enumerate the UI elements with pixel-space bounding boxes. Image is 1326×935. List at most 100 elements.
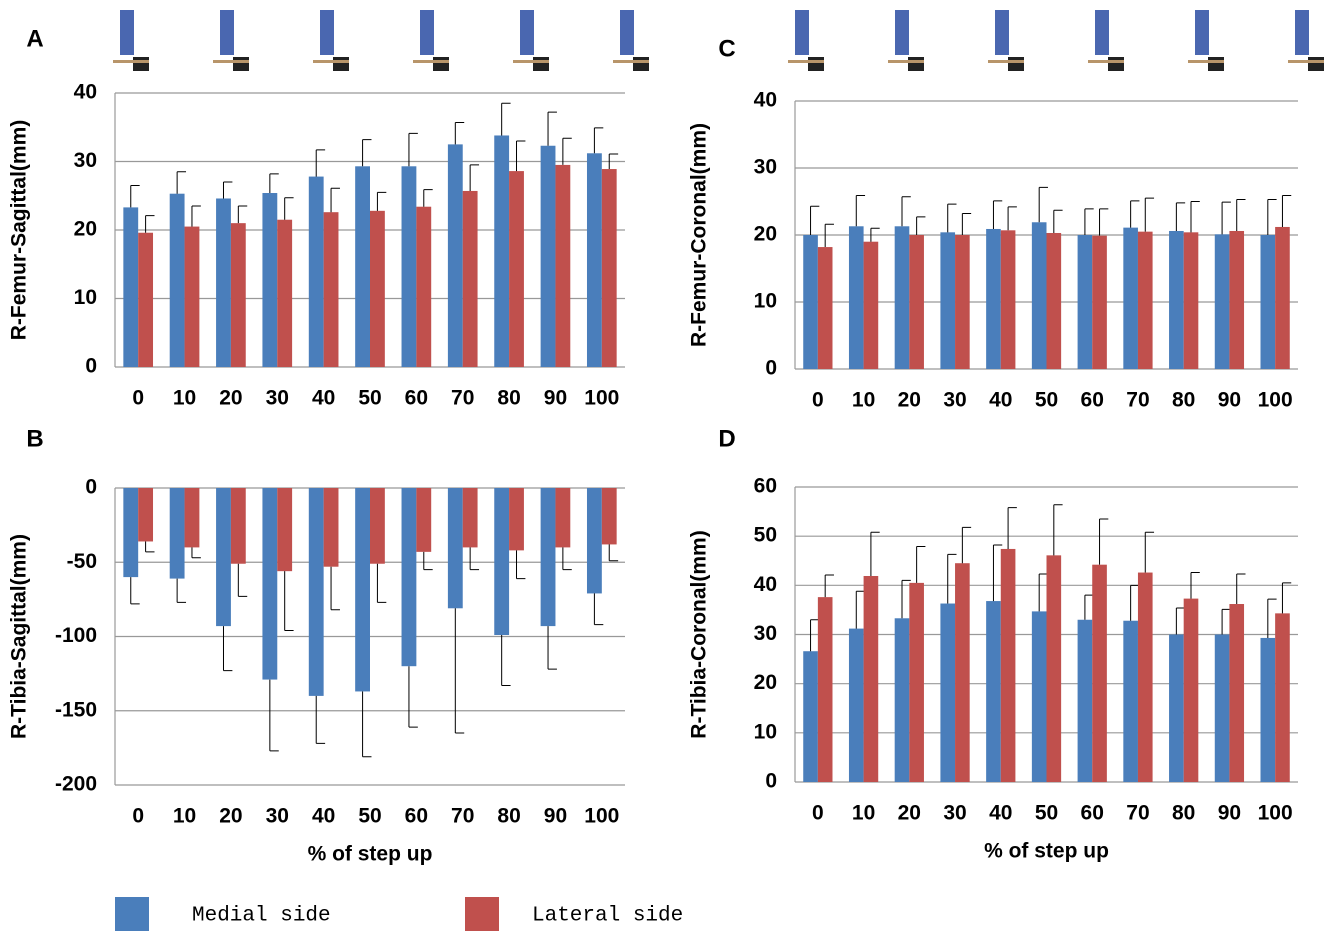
figure-board <box>213 60 249 63</box>
x-tick-label: 60 <box>1081 802 1104 825</box>
error-bar <box>1237 199 1246 230</box>
error-bar <box>1085 209 1094 235</box>
bar <box>1261 638 1276 782</box>
figure-step <box>1008 57 1024 71</box>
x-tick-label: 30 <box>266 387 289 410</box>
error-bar <box>192 206 201 227</box>
bar <box>370 211 385 367</box>
figure-board <box>313 60 349 63</box>
x-tick-label: 40 <box>312 805 335 828</box>
figure-step <box>1108 57 1124 71</box>
bar <box>602 169 617 367</box>
figure-step <box>333 57 349 71</box>
y-tick-label: -100 <box>55 624 97 647</box>
y-tick-label: 40 <box>754 89 777 112</box>
bar <box>216 198 231 367</box>
bar <box>309 177 324 367</box>
x-tick-label: 10 <box>852 802 875 825</box>
error-bar <box>455 608 464 733</box>
error-bar <box>502 103 511 135</box>
error-bar <box>811 206 820 235</box>
error-bar <box>470 547 479 569</box>
figure-leg <box>320 10 334 55</box>
bar <box>986 229 1001 369</box>
error-bar <box>594 128 603 153</box>
bar <box>231 223 246 367</box>
figure-step <box>233 57 249 71</box>
bar <box>123 488 138 577</box>
x-tick-label: 0 <box>132 387 144 410</box>
error-bar <box>962 527 971 563</box>
panel-label: B <box>26 425 43 452</box>
bar <box>1229 231 1244 369</box>
bar <box>262 488 277 680</box>
error-bar <box>1008 508 1017 549</box>
bar <box>216 488 231 626</box>
error-bar <box>1282 195 1291 226</box>
y-tick-label: 40 <box>74 81 97 104</box>
bar <box>402 488 417 666</box>
y-tick-label: 10 <box>74 286 97 309</box>
figure-step <box>633 57 649 71</box>
bar <box>1138 232 1153 369</box>
bar <box>1184 599 1199 782</box>
figure-board <box>788 60 824 63</box>
bar <box>1215 234 1230 369</box>
bar <box>1275 613 1290 782</box>
x-tick-label: 80 <box>497 387 520 410</box>
error-bar <box>517 550 526 578</box>
bar <box>448 144 463 367</box>
figure-leg <box>120 10 134 55</box>
bar <box>955 235 970 369</box>
y-tick-label: 60 <box>754 475 777 498</box>
y-tick-label: 0 <box>85 476 97 499</box>
bar <box>909 583 924 782</box>
error-bar <box>455 122 464 144</box>
bar <box>555 165 570 367</box>
error-bar <box>1008 207 1017 230</box>
error-bar <box>1100 519 1109 565</box>
figure-leg <box>995 10 1009 55</box>
bar <box>355 488 370 691</box>
figure-board <box>988 60 1024 63</box>
bar <box>1078 235 1093 369</box>
error-bar <box>331 188 340 212</box>
figure-step <box>533 57 549 71</box>
error-bar <box>238 206 247 223</box>
error-bar <box>409 666 418 727</box>
bar <box>416 207 431 367</box>
bar <box>849 226 864 369</box>
error-bar <box>131 577 140 604</box>
bar <box>864 576 879 782</box>
y-tick-label: -50 <box>67 550 97 573</box>
figure: Medial side Lateral side AR-Femur-Sagitt… <box>0 0 1326 935</box>
x-tick-label: 100 <box>584 387 619 410</box>
error-bar <box>316 150 325 177</box>
bar <box>370 488 385 564</box>
bar <box>277 220 292 367</box>
figure-step <box>1308 57 1324 71</box>
error-bar <box>962 214 971 235</box>
error-bar <box>1131 201 1140 228</box>
bar <box>494 488 509 635</box>
x-tick-label: 50 <box>1035 389 1058 412</box>
figure-leg <box>895 10 909 55</box>
x-tick-label: 10 <box>173 387 196 410</box>
bar <box>185 227 200 367</box>
y-tick-label: 20 <box>754 671 777 694</box>
y-tick-label: 20 <box>74 218 97 241</box>
x-tick-label: 100 <box>1258 389 1293 412</box>
x-tick-label: 70 <box>451 387 474 410</box>
y-tick-label: -200 <box>55 773 97 796</box>
bar <box>909 235 924 369</box>
y-axis-title: R-Femur-Coronal(mm) <box>688 123 711 347</box>
x-tick-label: 80 <box>1172 802 1195 825</box>
bar <box>463 191 478 367</box>
figure-leg <box>620 10 634 55</box>
x-tick-label: 40 <box>312 387 335 410</box>
error-bar <box>223 182 232 198</box>
error-bar <box>1054 505 1063 556</box>
bar <box>123 207 138 367</box>
bar <box>1092 565 1107 782</box>
figure-leg <box>1195 10 1209 55</box>
